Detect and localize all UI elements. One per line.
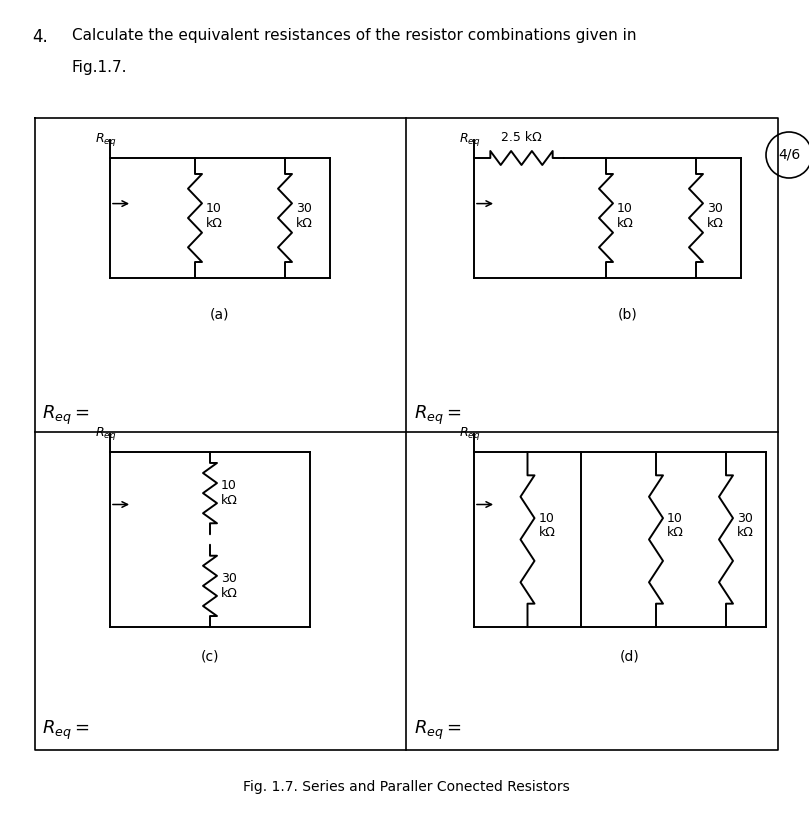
Text: (d): (d) [621, 650, 640, 664]
Text: 4.: 4. [32, 28, 48, 46]
Text: (c): (c) [201, 650, 219, 664]
Text: 10
kΩ: 10 kΩ [667, 512, 684, 539]
Text: 10
kΩ: 10 kΩ [221, 479, 238, 507]
Text: 4/6: 4/6 [778, 148, 800, 162]
Text: 2.5 kΩ: 2.5 kΩ [501, 131, 542, 144]
Text: Fig.1.7.: Fig.1.7. [72, 60, 128, 75]
Text: 10
kΩ: 10 kΩ [617, 202, 634, 229]
Text: 30
kΩ: 30 kΩ [707, 202, 724, 229]
Text: 30
kΩ: 30 kΩ [296, 202, 313, 229]
Text: 10
kΩ: 10 kΩ [206, 202, 222, 229]
Text: $R_{eq}=$: $R_{eq}=$ [414, 403, 461, 427]
Text: $R_{eq}=$: $R_{eq}=$ [42, 403, 89, 427]
Text: (b): (b) [617, 308, 637, 322]
Text: (a): (a) [210, 308, 230, 322]
Text: $R_{eq}=$: $R_{eq}=$ [414, 718, 461, 742]
Text: $R_{eq}$: $R_{eq}$ [459, 131, 481, 149]
Text: 30
kΩ: 30 kΩ [221, 572, 238, 600]
Text: 10
kΩ: 10 kΩ [539, 512, 555, 539]
Text: 30
kΩ: 30 kΩ [737, 512, 754, 539]
Text: $R_{eq}$: $R_{eq}$ [95, 131, 116, 149]
Text: Calculate the equivalent resistances of the resistor combinations given in: Calculate the equivalent resistances of … [72, 28, 637, 43]
Text: $R_{eq}$: $R_{eq}$ [459, 425, 481, 442]
Text: Fig. 1.7. Series and Paraller Conected Resistors: Fig. 1.7. Series and Paraller Conected R… [244, 780, 570, 794]
Text: $R_{eq}=$: $R_{eq}=$ [42, 718, 89, 742]
Text: $R_{eq}$: $R_{eq}$ [95, 425, 116, 442]
